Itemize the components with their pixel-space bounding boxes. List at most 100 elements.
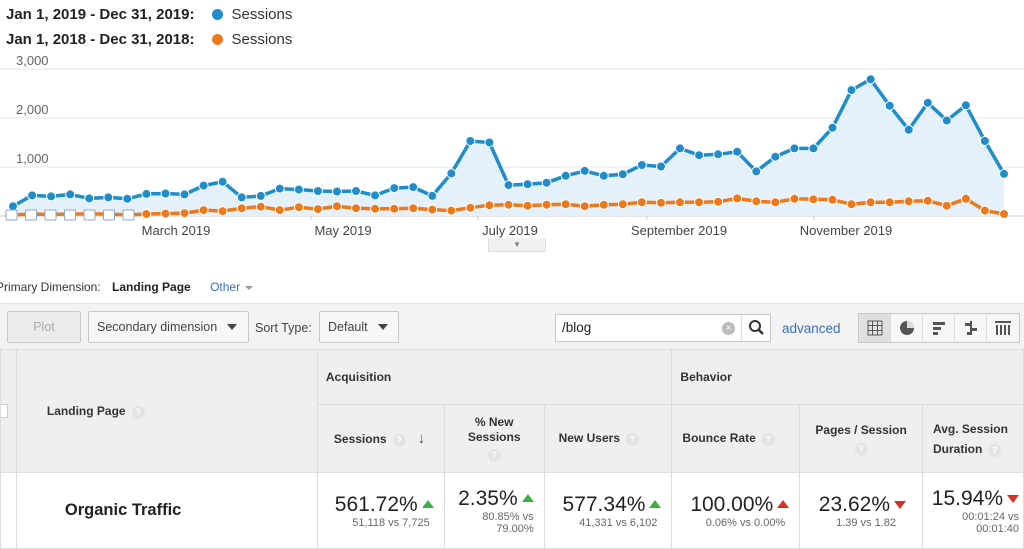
data-point-2018 [979, 205, 990, 216]
help-icon[interactable]: ? [626, 433, 639, 446]
series-area-2019 [13, 79, 1004, 216]
data-point-2019 [999, 168, 1009, 179]
sessions-line-chart[interactable]: 3,000 2,000 1,000 March 2019 May 2019 July 20… [0, 55, 1024, 245]
data-point-2019 [694, 150, 705, 161]
legend-series-2018: Sessions [231, 31, 293, 48]
view-performance-button[interactable] [923, 314, 955, 342]
sessions-comparison: 51,118 vs 7,725 [352, 516, 430, 529]
data-point-2018 [808, 194, 819, 205]
behavior-group-header: Behavior [671, 349, 1024, 405]
data-point-2019 [255, 190, 266, 201]
data-point-2019 [389, 183, 400, 194]
data-point-2018 [351, 203, 361, 214]
select-all-checkbox[interactable] [0, 404, 8, 418]
data-point-2018 [389, 203, 400, 214]
help-icon[interactable]: ? [392, 434, 406, 447]
data-point-2018 [370, 203, 381, 214]
view-comparison-button[interactable] [955, 314, 987, 342]
clear-search-icon[interactable]: × [722, 322, 735, 335]
chevron-down-icon [227, 324, 238, 330]
data-point-2019 [884, 100, 895, 111]
y-tick-label: 3,000 [16, 55, 49, 68]
data-point-2019 [656, 161, 666, 172]
avg-duration-column-header[interactable]: Avg. Session Duration? [922, 404, 1024, 473]
data-point-2019 [865, 74, 876, 85]
data-point-2018 [865, 197, 876, 208]
help-icon[interactable]: ? [988, 443, 1002, 457]
primary-dimension-landing-page[interactable]: Landing Page [112, 280, 191, 294]
data-point-2019 [941, 115, 952, 126]
annotation-marker [64, 209, 76, 221]
data-point-2018 [141, 209, 152, 219]
legend-series-2019: Sessions [231, 6, 293, 23]
data-point-2018 [579, 201, 590, 212]
data-point-2019 [636, 160, 647, 170]
grid-icon [867, 320, 882, 336]
data-point-2019 [46, 191, 57, 202]
data-point-2018 [903, 196, 914, 207]
data-point-2018 [694, 197, 705, 208]
data-point-2019 [465, 136, 476, 146]
data-point-2019 [808, 143, 819, 154]
data-point-2019 [332, 186, 342, 197]
x-tick-label: March 2019 [142, 223, 211, 238]
pages-session-column-header[interactable]: Pages / Session? [799, 404, 924, 473]
search-input[interactable]: /blog [562, 320, 592, 335]
legend-range-2018: Jan 1, 2018 - Dec 31, 2018: [6, 31, 195, 48]
chart-collapse-toggle[interactable]: ▾ [488, 238, 546, 252]
data-point-2018 [598, 199, 609, 210]
new-sessions-column-header[interactable]: % New Sessions? [443, 404, 545, 473]
annotation-marker [5, 209, 18, 221]
landing-page-header[interactable]: Landing Page? [15, 349, 318, 473]
view-pie-button[interactable] [891, 314, 923, 342]
pages-session-comparison: 1.39 vs 1.82 [836, 516, 897, 529]
sessions-column-header[interactable]: Sessions? ↓ [316, 404, 445, 473]
legend-dot-2019 [212, 9, 224, 20]
bounce-rate-column-header[interactable]: Bounce Rate? [671, 404, 801, 473]
data-point-2019 [141, 188, 152, 199]
new-users-cell: 577.34% 41,331 vs 6,102 [543, 472, 673, 549]
advanced-filter-link[interactable]: advanced [782, 321, 841, 336]
annotation-marker [25, 209, 37, 221]
help-icon[interactable]: ? [131, 405, 145, 419]
help-icon[interactable]: ? [487, 449, 501, 462]
data-point-2019 [27, 190, 38, 201]
view-table-button[interactable] [859, 314, 891, 342]
data-point-2019 [198, 180, 209, 191]
secondary-dimension-dropdown[interactable]: Secondary dimension [88, 311, 249, 343]
acquisition-group-header: Acquisition [316, 349, 673, 405]
data-point-2018 [274, 205, 285, 216]
view-pivot-button[interactable] [987, 314, 1019, 342]
trend-down-icon [1007, 494, 1019, 503]
data-point-2019 [751, 166, 762, 177]
help-icon[interactable]: ? [854, 442, 868, 456]
data-point-2018 [751, 196, 762, 207]
plot-rows-button[interactable]: Plot Rows [7, 311, 81, 364]
primary-dimension-other[interactable]: Other [210, 280, 254, 294]
new-users-column-header[interactable]: New Users? [543, 404, 673, 473]
data-point-2019 [770, 151, 781, 162]
data-point-2018 [332, 201, 342, 212]
sort-type-dropdown[interactable]: Default [319, 311, 399, 343]
data-point-2019 [84, 193, 95, 204]
new-sessions-cell: 2.35% 80.85% vs 79.00% [443, 472, 545, 549]
help-icon[interactable]: ? [761, 433, 775, 446]
data-point-2018 [827, 194, 838, 205]
comparison-icon [964, 321, 977, 335]
bounce-rate-change-value: 100.00% [690, 492, 774, 516]
data-point-2018 [884, 197, 895, 208]
data-point-2019 [408, 182, 419, 193]
trend-up-icon [421, 499, 434, 508]
data-point-2019 [960, 100, 971, 111]
data-point-2018 [446, 205, 457, 216]
bounce-rate-comparison: 0.06% vs 0.00% [705, 516, 786, 529]
avg-duration-cell: 15.94% 00:01:24 vs 00:01:40 [922, 472, 1024, 549]
search-button[interactable] [741, 315, 771, 341]
data-point-2019 [903, 124, 914, 135]
pages-session-change-value: 23.62% [818, 492, 891, 516]
annotation-marker [83, 209, 96, 221]
data-point-2018 [541, 199, 552, 210]
data-point-2018 [999, 209, 1009, 219]
data-point-2019 [922, 97, 933, 108]
trend-down-icon [894, 500, 907, 509]
